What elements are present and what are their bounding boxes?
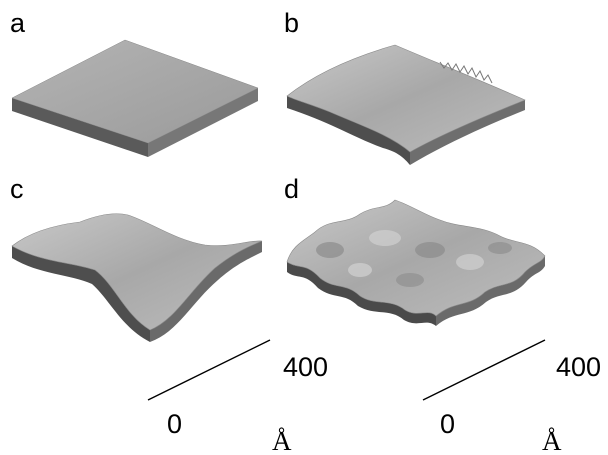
scale-unit: Å	[272, 426, 292, 455]
surface-b	[287, 45, 525, 165]
surface-a	[12, 40, 258, 157]
surface-d	[287, 200, 545, 326]
scale-bar	[423, 340, 545, 400]
panel-label: c	[10, 174, 24, 204]
page: {"panels": [{"label": "a"}, {"label": "b…	[0, 0, 608, 455]
panel-label: d	[284, 174, 299, 204]
scale-start: 0	[167, 409, 182, 439]
figure: a b c d 400 0 Å 400 0 Å	[0, 0, 608, 455]
panel-label: a	[10, 8, 26, 38]
scale-bar	[148, 340, 270, 400]
scale-unit: Å	[542, 426, 562, 455]
scale-start: 0	[440, 409, 455, 439]
scale-end: 400	[283, 352, 328, 382]
panel-label: b	[284, 8, 299, 38]
scale-end: 400	[556, 352, 601, 382]
surface-c	[12, 214, 262, 342]
